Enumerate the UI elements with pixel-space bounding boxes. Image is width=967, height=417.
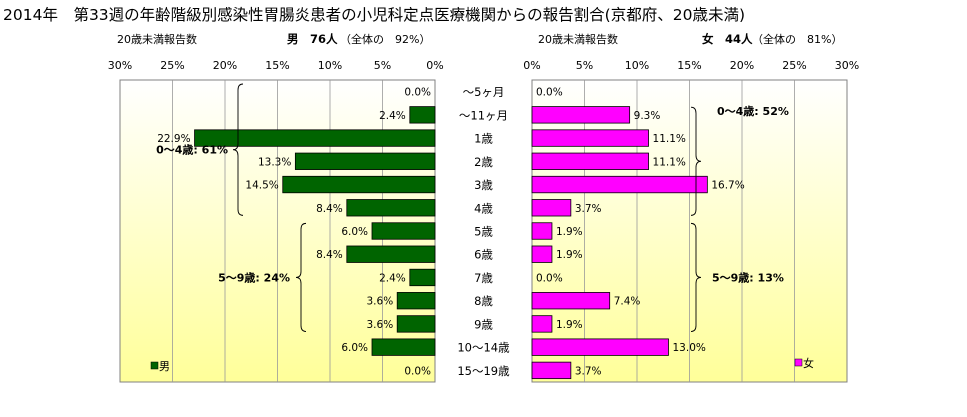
- female-bar: [531, 245, 553, 263]
- male-header-share: （全体の 92%）: [340, 32, 430, 46]
- male-bar: [371, 222, 436, 240]
- female-bar: [531, 361, 572, 380]
- age-category-label: 4歳: [474, 201, 493, 215]
- age-category-label: 3歳: [474, 178, 493, 192]
- male-data-label: 6.0%: [341, 226, 368, 238]
- male-x-tick-label: 20%: [213, 59, 237, 72]
- age-category-label: ～5ヶ月: [463, 85, 505, 99]
- male-bar: [371, 338, 436, 356]
- female-legend-label: 女: [803, 356, 814, 370]
- female-data-label: 7.4%: [614, 296, 641, 308]
- female-data-label: 0.0%: [536, 87, 563, 99]
- male-x-tick-label: 0%: [426, 59, 443, 72]
- male-bar: [409, 106, 436, 124]
- male-data-label: 22.9%: [157, 133, 190, 145]
- female-data-label: 9.3%: [634, 110, 661, 122]
- female-data-label: 1.9%: [556, 226, 583, 238]
- female-bar: [531, 199, 572, 217]
- male-data-label: 8.4%: [316, 203, 343, 215]
- age-category-label: 6歳: [474, 248, 493, 262]
- female-x-tick-label: 30%: [835, 59, 859, 72]
- male-0-4-bracket: [232, 83, 244, 216]
- male-data-label: 6.0%: [341, 342, 368, 354]
- age-category-label: 8歳: [474, 294, 493, 308]
- female-bar: [531, 106, 631, 124]
- male-header-label: 20歳未満報告数: [117, 33, 197, 46]
- age-category-label: 5歳: [474, 225, 493, 239]
- female-x-tick-label: 0%: [523, 59, 540, 72]
- female-header-label: 20歳未満報告数: [538, 33, 618, 46]
- male-data-label: 2.4%: [379, 272, 406, 284]
- female-header-share: （全体の 81%）: [752, 32, 842, 46]
- male-bar: [409, 268, 436, 287]
- male-data-label: 2.4%: [379, 110, 406, 122]
- male-data-label: 3.6%: [367, 319, 394, 331]
- female-data-label: 13.0%: [673, 342, 706, 354]
- female-x-tick-label: 5%: [576, 59, 593, 72]
- male-5-9-annotation: 5～9歳: 24%: [218, 270, 290, 284]
- female-bar: [531, 152, 649, 170]
- female-legend-swatch: [794, 358, 803, 367]
- male-bar: [346, 199, 436, 217]
- male-data-label: 0.0%: [404, 365, 431, 377]
- female-x-tick-label: 10%: [625, 59, 649, 72]
- female-0-4-annotation: 0～4歳: 52%: [717, 104, 789, 118]
- female-data-label: 11.1%: [653, 156, 686, 168]
- female-x-tick-label: 20%: [730, 59, 754, 72]
- age-category-label: 2歳: [474, 155, 493, 169]
- age-category-label: ～11ヶ月: [459, 108, 508, 122]
- female-header-count: 女 44人: [702, 32, 753, 46]
- age-category-label: 7歳: [474, 271, 493, 285]
- male-data-label: 3.6%: [367, 296, 394, 308]
- age-category-label: 1歳: [474, 132, 493, 146]
- female-bar: [531, 222, 553, 240]
- male-bar: [294, 152, 436, 170]
- male-bar: [396, 292, 436, 310]
- female-5-9-annotation: 5～9歳: 13%: [712, 270, 784, 284]
- age-category-label: 9歳: [474, 317, 493, 331]
- female-data-label: 11.1%: [653, 133, 686, 145]
- age-category-label: 15～19歳: [457, 364, 510, 378]
- female-0-4-bracket: [690, 106, 702, 216]
- male-data-label: 13.3%: [258, 156, 291, 168]
- chart-title: 2014年 第33週の年齢階級別感染性胃腸炎患者の小児科定点医療機関からの報告割…: [3, 6, 745, 24]
- female-x-tick-label: 15%: [677, 59, 701, 72]
- male-bar: [396, 315, 436, 333]
- female-bar: [531, 129, 649, 147]
- male-data-label: 14.5%: [245, 180, 278, 192]
- male-0-4-annotation: 0～4歳: 61%: [156, 143, 228, 157]
- female-data-label: 3.7%: [575, 203, 602, 215]
- male-data-label: 0.0%: [404, 87, 431, 99]
- male-5-9-bracket: [295, 222, 307, 332]
- male-bar: [194, 129, 436, 147]
- female-5-9-bracket: [690, 222, 702, 332]
- male-x-tick-label: 10%: [318, 59, 342, 72]
- male-x-tick-label: 15%: [265, 59, 289, 72]
- male-header-count: 男 76人: [287, 32, 338, 46]
- male-x-tick-label: 5%: [374, 59, 391, 72]
- male-bar: [346, 245, 436, 263]
- female-bar: [531, 292, 611, 310]
- age-category-label: 10～14歳: [457, 341, 510, 355]
- female-data-label: 0.0%: [536, 272, 563, 284]
- female-data-label: 1.9%: [556, 319, 583, 331]
- male-x-tick-label: 25%: [160, 59, 184, 72]
- female-data-label: 16.7%: [711, 180, 744, 192]
- male-bar: [282, 175, 436, 194]
- female-bar: [531, 338, 669, 356]
- female-data-label: 3.7%: [575, 365, 602, 377]
- male-data-label: 8.4%: [316, 249, 343, 261]
- male-x-tick-label: 30%: [108, 59, 132, 72]
- male-legend-label: 男: [159, 360, 170, 373]
- male-legend-swatch: [150, 361, 159, 370]
- female-bar: [531, 175, 708, 194]
- female-data-label: 1.9%: [556, 249, 583, 261]
- female-x-tick-label: 25%: [782, 59, 806, 72]
- female-bar: [531, 315, 553, 333]
